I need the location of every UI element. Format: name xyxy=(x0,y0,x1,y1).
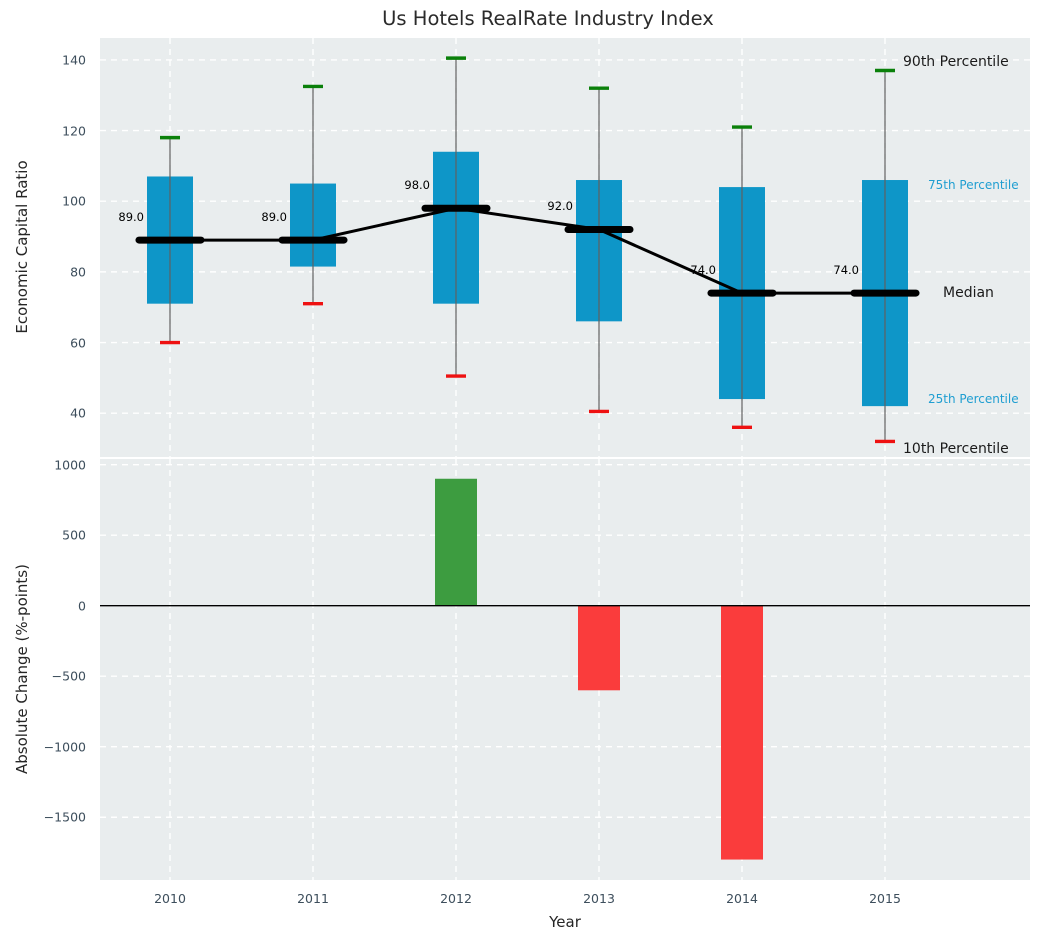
bottom-y-tick-label: −1000 xyxy=(43,739,86,755)
percentile-side-label: 90th Percentile xyxy=(903,53,1009,70)
x-tick-label: 2011 xyxy=(297,891,329,906)
change-bar-negative xyxy=(578,605,620,691)
median-value-label: 98.0 xyxy=(404,178,430,193)
median-value-label: 74.0 xyxy=(690,263,716,278)
top-y-tick-label: 140 xyxy=(62,52,86,68)
top-y-tick-label: 100 xyxy=(62,193,86,209)
bottom-y-tick-label: 0 xyxy=(78,598,86,614)
percentile-side-label: 75th Percentile xyxy=(928,178,1019,193)
x-tick-label: 2013 xyxy=(583,891,615,906)
percentile-side-label: 10th Percentile xyxy=(903,440,1009,457)
change-bar-positive xyxy=(435,478,477,606)
median-value-label: 92.0 xyxy=(547,199,573,214)
top-y-axis-label: Economic Capital Ratio xyxy=(13,160,31,334)
median-value-label: 74.0 xyxy=(833,263,859,278)
top-y-tick-label: 80 xyxy=(70,264,86,280)
percentile-side-label: 25th Percentile xyxy=(928,392,1019,407)
percentile-side-label: Median xyxy=(943,285,994,302)
bottom-panel xyxy=(100,459,1030,880)
bottom-y-axis-label: Absolute Change (%-points) xyxy=(13,564,31,774)
x-tick-label: 2012 xyxy=(440,891,472,906)
median-value-label: 89.0 xyxy=(261,210,287,225)
top-y-tick-label: 60 xyxy=(70,335,86,351)
bottom-y-tick-label: −1500 xyxy=(43,809,86,825)
bottom-y-tick-label: −500 xyxy=(51,668,86,684)
chart-title: Us Hotels RealRate Industry Index xyxy=(382,7,714,30)
change-bar-negative xyxy=(721,605,763,860)
bottom-y-tick-label: 1000 xyxy=(54,457,86,473)
top-y-tick-label: 120 xyxy=(62,123,86,139)
x-tick-label: 2010 xyxy=(154,891,186,906)
x-axis-label: Year xyxy=(549,913,581,931)
x-tick-label: 2015 xyxy=(869,891,901,906)
median-value-label: 89.0 xyxy=(118,210,144,225)
bottom-y-tick-label: 500 xyxy=(62,527,86,543)
x-tick-label: 2014 xyxy=(726,891,758,906)
top-y-tick-label: 40 xyxy=(70,405,86,421)
